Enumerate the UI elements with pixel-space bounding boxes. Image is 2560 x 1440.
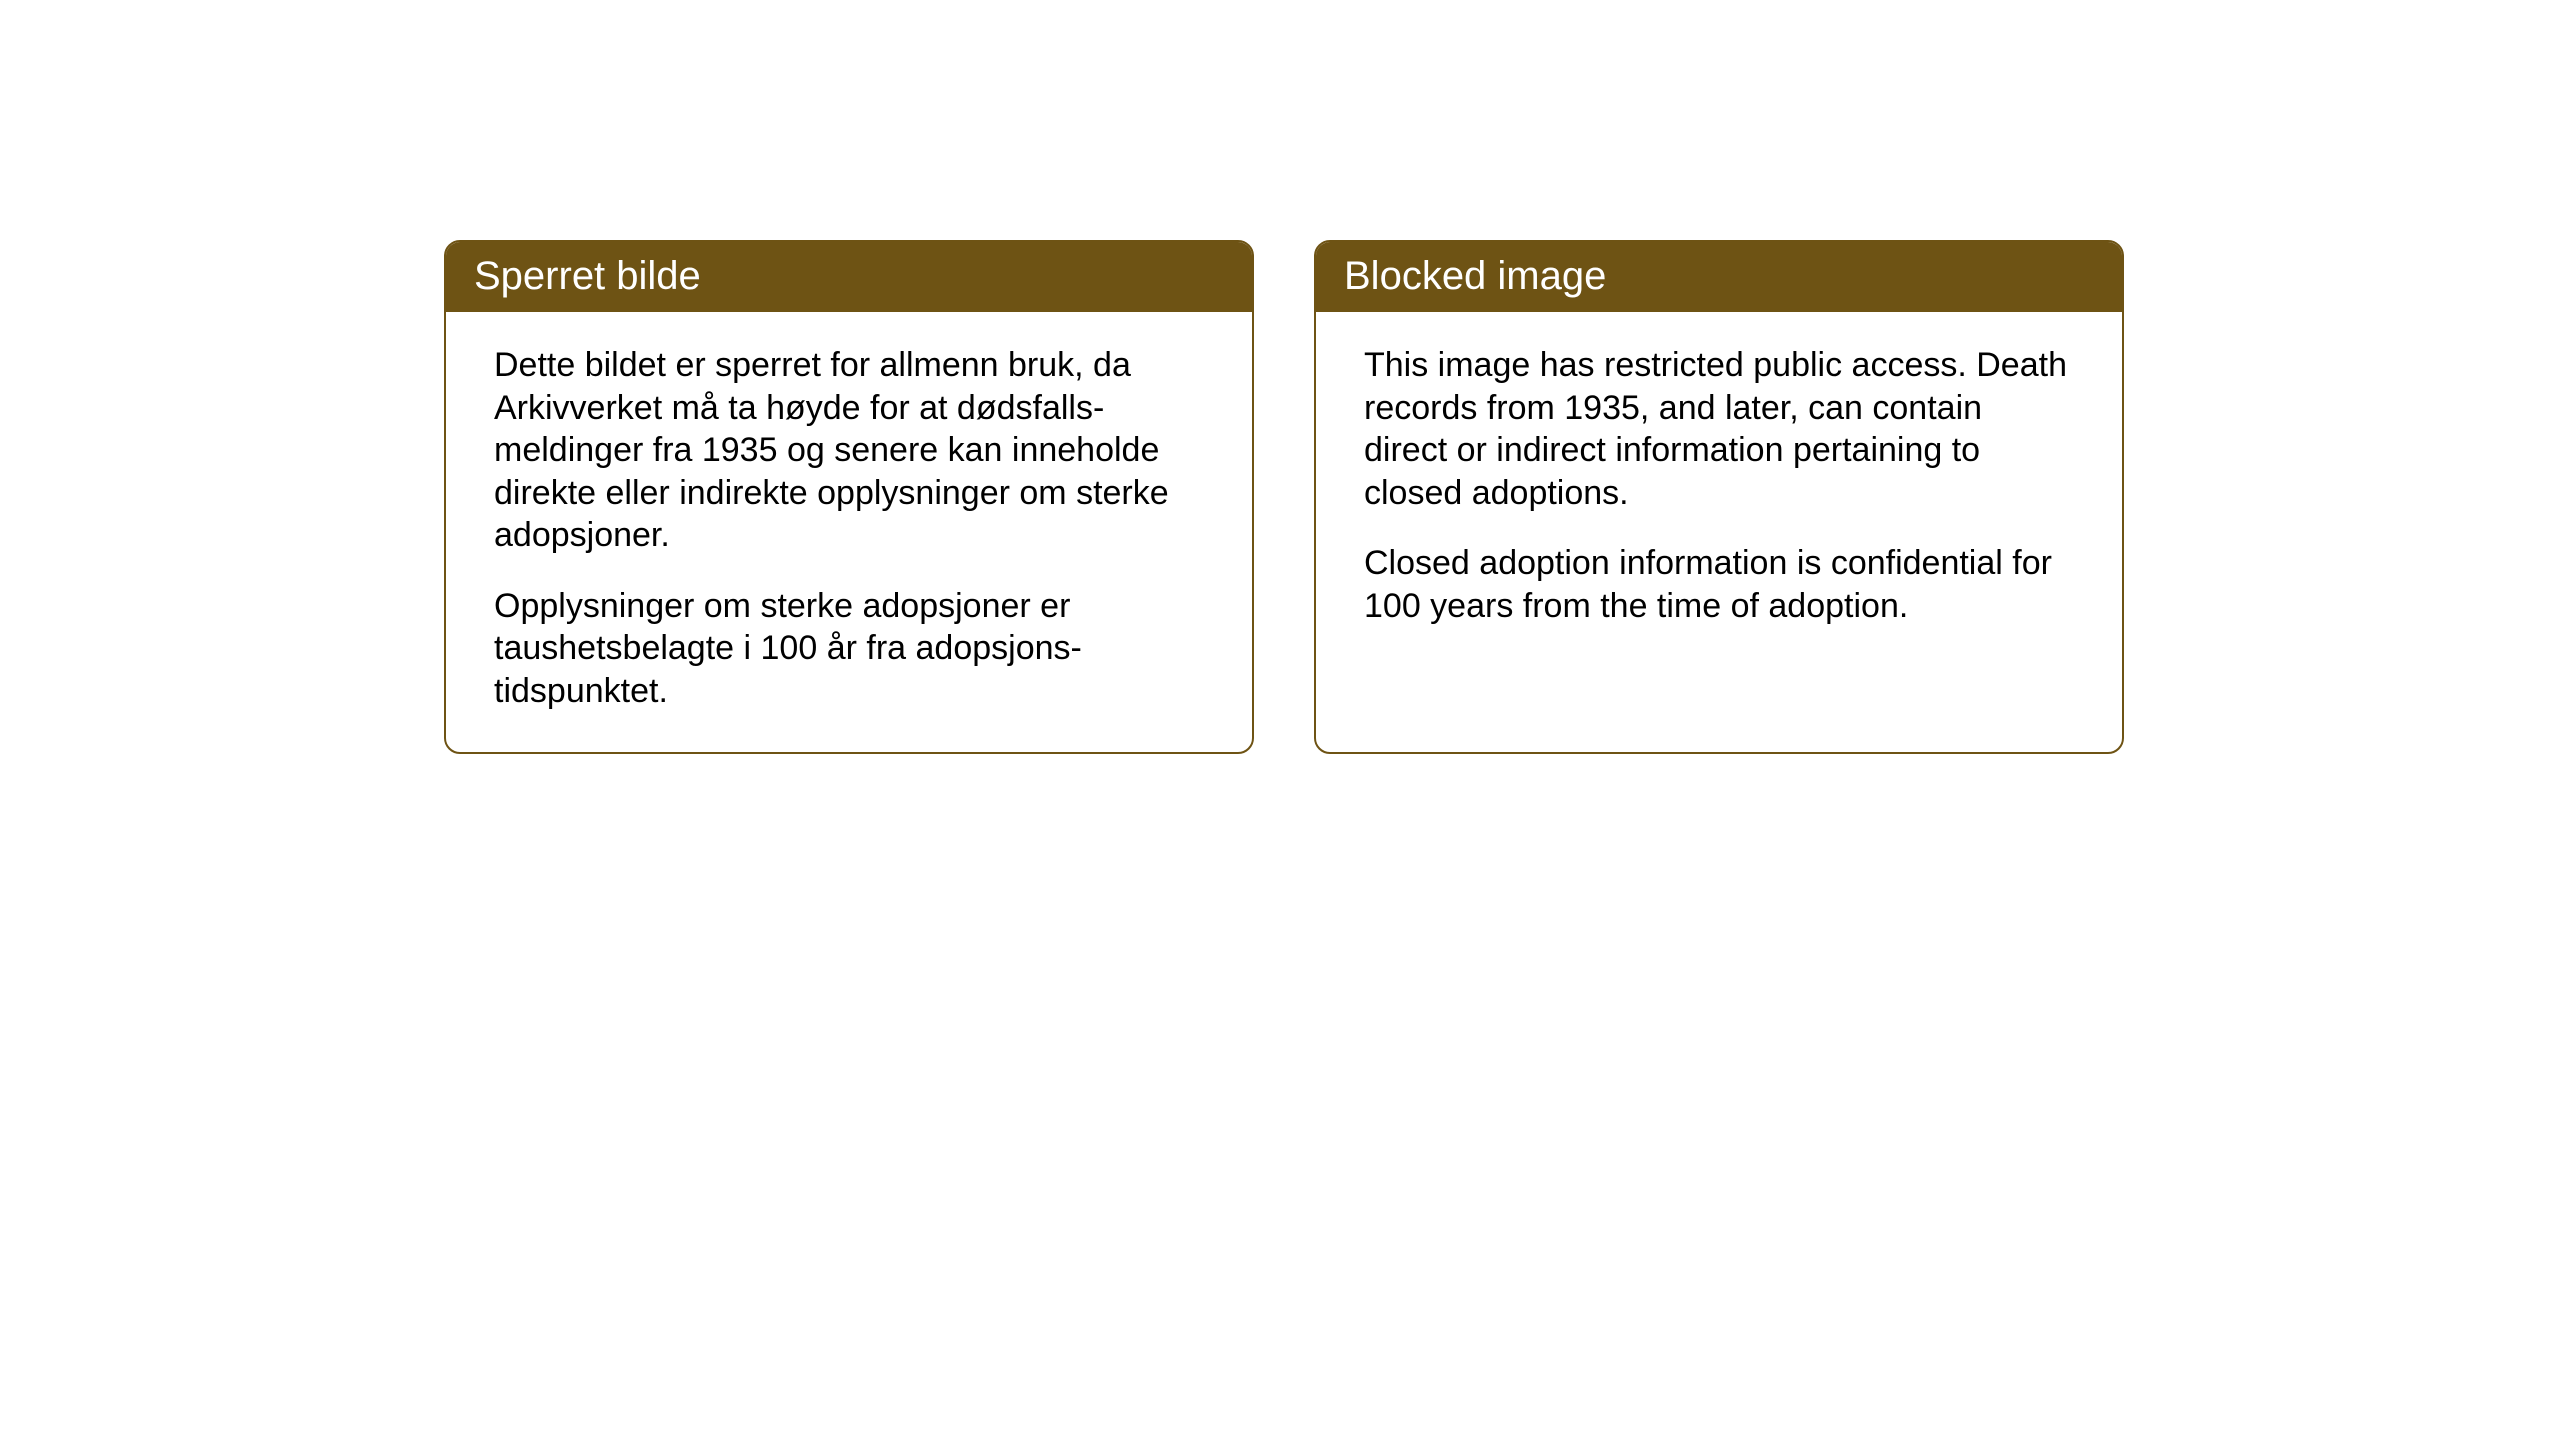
- notice-paragraph-1-en: This image has restricted public access.…: [1364, 344, 2074, 514]
- notice-header-norwegian: Sperret bilde: [446, 242, 1252, 312]
- notice-body-english: This image has restricted public access.…: [1316, 312, 2122, 752]
- notice-paragraph-2-no: Opplysninger om sterke adopsjoner er tau…: [494, 585, 1204, 713]
- notice-paragraph-1-no: Dette bildet er sperret for allmenn bruk…: [494, 344, 1204, 557]
- notice-paragraph-2-en: Closed adoption information is confident…: [1364, 542, 2074, 627]
- notice-body-norwegian: Dette bildet er sperret for allmenn bruk…: [446, 312, 1252, 752]
- notice-box-norwegian: Sperret bilde Dette bildet er sperret fo…: [444, 240, 1254, 754]
- notice-header-english: Blocked image: [1316, 242, 2122, 312]
- notice-container: Sperret bilde Dette bildet er sperret fo…: [444, 240, 2124, 754]
- notice-box-english: Blocked image This image has restricted …: [1314, 240, 2124, 754]
